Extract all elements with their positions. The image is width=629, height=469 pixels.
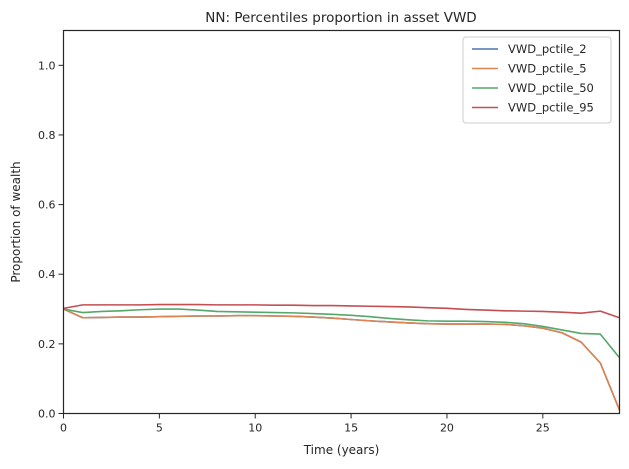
- series-line-vwd-pctile-50: [63, 308, 621, 359]
- series-line-vwd-pctile-95: [63, 303, 620, 319]
- y-axis-label: Proportion of wealth: [9, 161, 23, 282]
- x-axis: 0 5 10 15 20 25: [60, 413, 550, 435]
- x-tick-label: 5: [156, 422, 163, 435]
- legend: VWD_pctile_2 VWD_pctile_5 VWD_pctile_50 VWD…: [462, 36, 612, 124]
- x-tick-label: 0: [60, 422, 67, 435]
- legend-entry: VWD_pctile_95: [508, 101, 594, 115]
- series-lines: [63, 303, 621, 411]
- x-tick-label: 25: [536, 422, 550, 435]
- chart-title: NN: Percentiles proportion in asset VWD: [205, 10, 476, 26]
- legend-entry: VWD_pctile_50: [508, 81, 594, 95]
- legend-entry: VWD_pctile_2: [508, 42, 587, 56]
- x-tick-label: 20: [440, 422, 454, 435]
- x-axis-label: Time (years): [303, 443, 380, 457]
- series-line-vwd-pctile-5: [63, 308, 621, 411]
- legend-box: [462, 36, 612, 124]
- y-tick-label: 0.6: [38, 199, 56, 212]
- y-tick-label: 0.8: [38, 129, 56, 142]
- y-tick-label: 0.2: [38, 338, 56, 351]
- y-axis: 0.0 0.2 0.4 0.6 0.8 1.0: [38, 59, 64, 421]
- series-line-vwd-pctile-2: [63, 308, 621, 411]
- x-tick-label: 15: [344, 422, 358, 435]
- plot-frame: [62, 29, 621, 415]
- y-tick-label: 0.4: [38, 268, 56, 281]
- y-tick-label: 1.0: [38, 59, 56, 72]
- y-tick-label: 0.0: [38, 408, 56, 421]
- x-tick-label: 10: [248, 422, 262, 435]
- legend-entry: VWD_pctile_5: [508, 62, 587, 76]
